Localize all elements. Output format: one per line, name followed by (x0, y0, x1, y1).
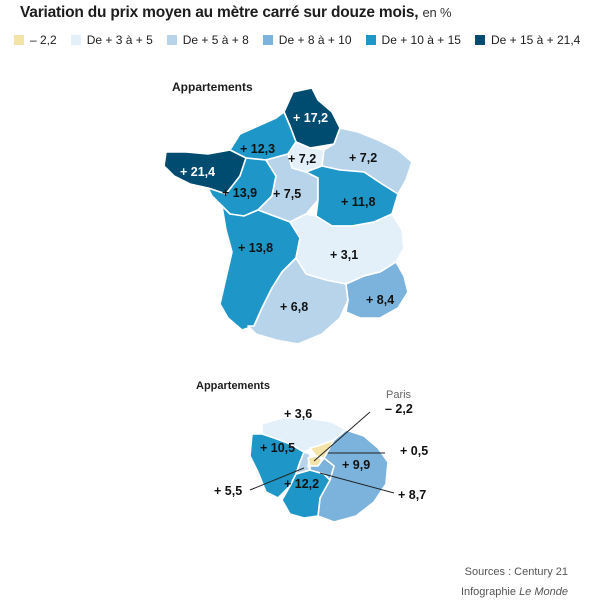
value-bretagne: + 21,4 (180, 165, 215, 179)
credit-prefix: Infographie (460, 586, 520, 598)
idf-labels: + 3,6 Paris – 2,2 + 10,5 + 0,5 + 9,9 + 5… (214, 389, 428, 502)
value-paris: – 2,2 (385, 402, 413, 416)
legend-label: De + 8 à + 10 (278, 33, 352, 47)
chart-title: Variation du prix moyen au mètre carré s… (20, 4, 452, 22)
france-labels: + 17,2 + 12,3 + 7,2 + 7,2 + 21,4 + 13,9 … (180, 111, 394, 314)
value-seine-saint-denis: + 0,5 (400, 444, 428, 458)
value-grand-est: + 7,2 (349, 151, 377, 165)
value-hauts-de-seine: + 5,5 (214, 484, 242, 498)
legend-label: De + 3 à + 5 (86, 33, 153, 47)
region-occitanie[interactable] (247, 257, 349, 345)
paris-label: Paris (386, 389, 412, 401)
legend-item: De + 5 à + 8 (166, 33, 249, 47)
value-centre: + 7,5 (273, 187, 301, 201)
leader-line-hauts-de-seine (249, 467, 305, 491)
legend-swatch (70, 35, 81, 45)
legend-item: De + 8 à + 10 (262, 33, 352, 47)
dept-hauts-de-seine[interactable] (295, 451, 311, 475)
value-auvergne: + 3,1 (330, 248, 358, 262)
sources-credit: Sources : Century 21 Infographie Le Mond… (461, 562, 568, 602)
leader-lines (249, 411, 395, 494)
value-normandie: + 12,3 (240, 142, 275, 156)
legend-label: – 2,2 (30, 33, 57, 47)
title-unit: en % (422, 5, 452, 20)
legend-item: De + 15 à + 21,4 (474, 33, 581, 47)
dept-val-de-marne[interactable] (309, 457, 335, 481)
legend-label: De + 5 à + 8 (182, 33, 249, 47)
france-map-title: Appartements (172, 80, 253, 94)
value-seine-et-marne: + 9,9 (342, 458, 370, 472)
legend-swatch (14, 35, 24, 45)
sources-line: Sources : Century 21 (464, 566, 568, 578)
credit-publication: Le Monde (519, 586, 568, 598)
legend: – 2,2 De + 3 à + 5 De + 5 à + 8 De + 8 à… (14, 33, 580, 47)
value-occitanie: + 6,8 (280, 300, 308, 314)
france-map (163, 87, 413, 345)
leader-line-paris (313, 411, 371, 462)
credit-line: Infographie Le Monde (461, 582, 568, 602)
region-paca[interactable] (345, 261, 409, 319)
legend-item: De + 10 à + 15 (365, 33, 461, 47)
value-val-doise: + 3,6 (284, 407, 312, 421)
value-nouvelle-aquitaine: + 13,8 (238, 241, 273, 255)
legend-swatch (474, 35, 485, 45)
value-hauts-de-france: + 17,2 (293, 111, 328, 125)
value-val-de-marne: + 8,7 (398, 488, 426, 502)
legend-item: – 2,2 (14, 33, 57, 47)
value-essonne: + 12,2 (284, 477, 319, 491)
idf-map-title: Appartements (196, 380, 270, 392)
value-ile-de-france: + 7,2 (288, 152, 316, 166)
value-paca: + 8,4 (366, 293, 394, 307)
legend-swatch (365, 35, 376, 45)
title-text: Variation du prix moyen au mètre carré s… (20, 4, 419, 21)
dept-seine-saint-denis[interactable] (309, 439, 335, 459)
value-yvelines: + 10,5 (260, 441, 295, 455)
legend-swatch (262, 35, 273, 45)
legend-swatch (166, 35, 177, 45)
legend-item: De + 3 à + 5 (70, 33, 153, 47)
leader-line-val-de-marne (319, 472, 395, 494)
value-bourgogne: + 11,8 (341, 195, 375, 209)
value-pays-de-la-loire: + 13,9 (222, 186, 257, 200)
legend-label: De + 15 à + 21,4 (490, 33, 581, 47)
legend-label: De + 10 à + 15 (381, 33, 461, 47)
